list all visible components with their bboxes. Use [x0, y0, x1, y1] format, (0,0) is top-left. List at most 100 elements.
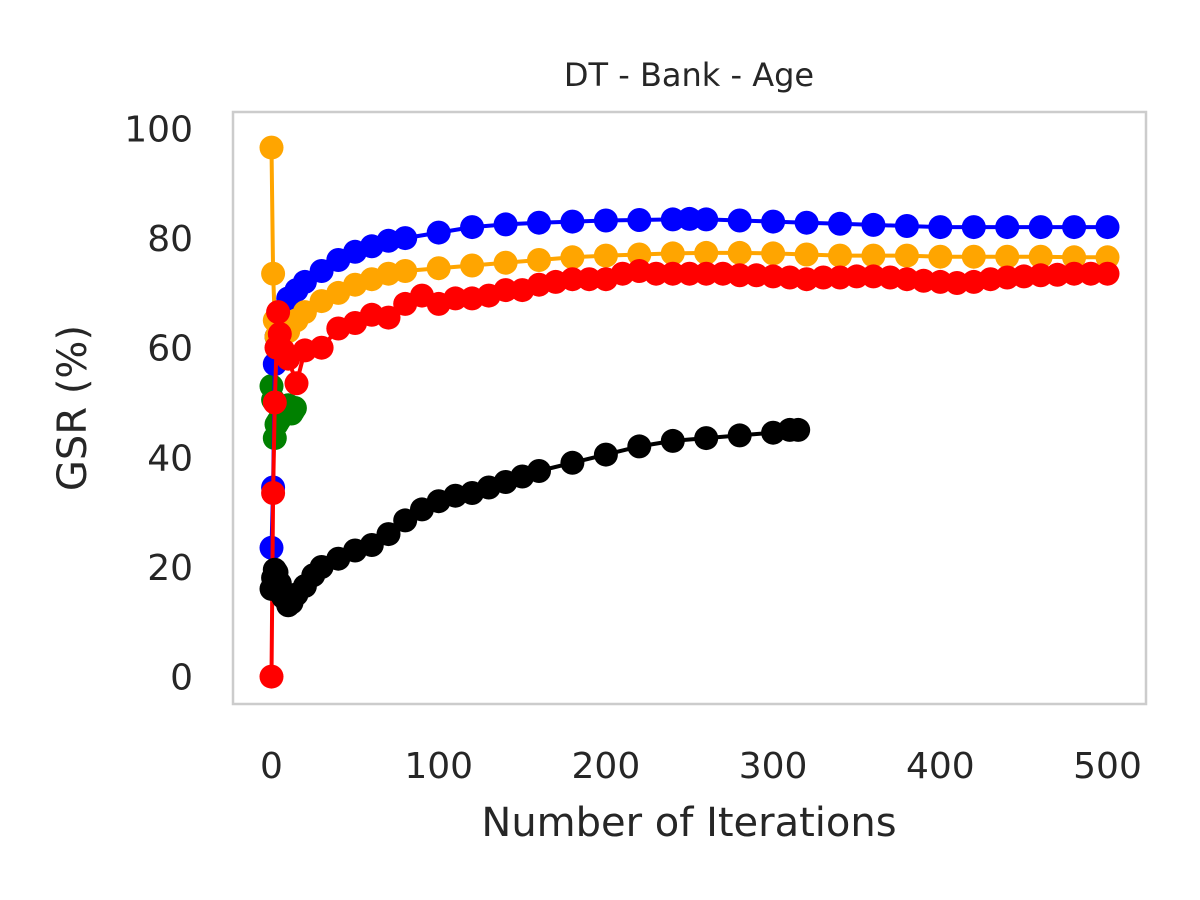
data-point — [282, 396, 307, 420]
data-point — [493, 212, 518, 237]
data-point — [1028, 263, 1053, 288]
data-point — [677, 206, 702, 231]
data-point — [1028, 215, 1053, 240]
data-point — [794, 210, 819, 235]
y-tick-labels: 0 20 40 60 80 100 — [124, 109, 193, 698]
data-point — [261, 481, 286, 505]
data-point — [660, 428, 685, 453]
data-point — [727, 423, 752, 448]
data-point — [259, 664, 284, 689]
data-point — [527, 248, 551, 272]
data-point — [694, 261, 719, 286]
series-layer — [259, 135, 1120, 689]
data-point — [1078, 261, 1103, 286]
data-point — [1062, 261, 1087, 286]
data-point — [660, 261, 685, 286]
data-point — [376, 305, 401, 330]
data-point — [844, 264, 869, 289]
data-point — [493, 250, 518, 275]
data-point — [309, 335, 334, 360]
data-point — [493, 278, 518, 303]
y-tick-label: 80 — [147, 219, 193, 260]
data-point — [861, 212, 886, 237]
data-point — [828, 211, 852, 236]
data-point — [259, 135, 284, 160]
data-point — [1095, 245, 1120, 270]
data-point — [761, 209, 786, 234]
plot-frame — [231, 110, 1148, 706]
data-point — [426, 256, 451, 281]
data-point — [928, 244, 953, 269]
x-tick-label: 200 — [572, 746, 641, 787]
data-point — [527, 210, 551, 235]
data-point — [894, 243, 919, 268]
data-point — [644, 261, 669, 286]
data-point — [694, 240, 719, 265]
x-tick-label: 300 — [739, 746, 808, 787]
series-3 — [259, 259, 1120, 689]
data-point — [811, 265, 836, 290]
data-point — [961, 215, 986, 240]
data-point — [593, 442, 618, 467]
data-point — [1095, 215, 1120, 240]
data-point — [393, 259, 418, 283]
series-2 — [259, 135, 1120, 352]
data-point — [560, 267, 585, 292]
data-point — [694, 426, 719, 451]
data-point — [861, 243, 886, 268]
y-tick-label: 100 — [124, 109, 193, 150]
x-tick-label: 500 — [1073, 746, 1142, 787]
data-point — [794, 242, 819, 267]
data-point — [995, 244, 1020, 269]
data-point — [266, 300, 291, 325]
data-point — [660, 207, 685, 232]
data-point — [393, 226, 418, 251]
y-tick-label: 20 — [147, 548, 193, 589]
data-point — [1028, 244, 1053, 269]
plot-area — [231, 110, 1148, 706]
data-point — [928, 215, 953, 240]
data-point — [727, 240, 752, 265]
data-point — [995, 215, 1020, 240]
data-point — [1062, 245, 1087, 270]
data-point — [262, 390, 287, 415]
data-point — [376, 522, 401, 547]
chart-title: DT - Bank - Age — [564, 56, 814, 94]
data-point — [284, 371, 309, 396]
data-point — [627, 242, 652, 267]
y-axis-label: GSR (%) — [50, 325, 96, 491]
x-tick-label: 0 — [260, 746, 283, 787]
data-point — [593, 208, 618, 233]
data-point — [677, 261, 702, 286]
data-point — [894, 214, 919, 238]
data-point — [527, 459, 551, 483]
data-point — [1062, 215, 1087, 240]
x-axis-label: Number of Iterations — [481, 800, 896, 846]
y-tick-label: 60 — [147, 329, 193, 370]
data-point — [727, 208, 752, 233]
data-point — [593, 243, 618, 268]
x-tick-label: 100 — [404, 746, 473, 787]
x-tick-labels: 0 100 200 300 400 500 — [260, 746, 1142, 787]
data-point — [443, 286, 468, 311]
data-point — [660, 241, 685, 266]
data-point — [828, 243, 852, 268]
data-point — [426, 220, 451, 245]
data-point — [577, 267, 602, 292]
data-point — [627, 434, 652, 459]
data-point — [460, 215, 485, 240]
data-point — [727, 263, 752, 288]
data-point — [1095, 261, 1120, 286]
data-point — [961, 244, 986, 269]
data-point — [460, 253, 485, 278]
y-tick-label: 40 — [147, 438, 193, 479]
data-point — [560, 209, 585, 234]
x-tick-label: 400 — [906, 746, 975, 787]
data-point — [560, 245, 585, 270]
y-tick-label: 0 — [170, 658, 193, 699]
data-point — [761, 241, 786, 266]
data-point — [261, 261, 286, 286]
data-point — [560, 450, 585, 475]
series-4 — [259, 417, 811, 618]
